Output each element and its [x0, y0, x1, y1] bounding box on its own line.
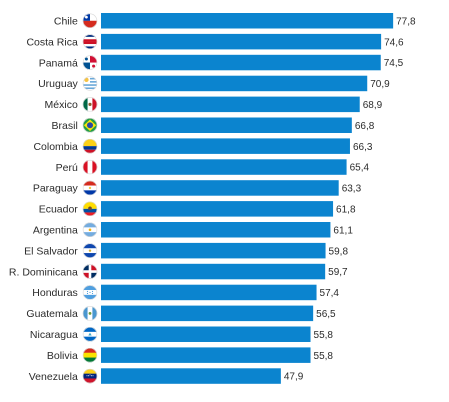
category-label-ecuador: Ecuador — [39, 204, 79, 216]
panama-flag-icon — [82, 55, 98, 70]
category-label-bolivia: Bolivia — [47, 350, 78, 362]
bar-honduras — [101, 284, 317, 301]
uruguay-flag-icon — [82, 76, 98, 91]
category-label-guatemala: Guatemala — [26, 308, 78, 320]
bar-colombia — [101, 138, 350, 154]
mexico-flag-icon — [82, 97, 98, 112]
category-label-chile: Chile — [54, 15, 78, 27]
paraguay-flag-icon — [82, 180, 98, 196]
category-label-venezuela: Venezuela — [29, 371, 78, 383]
bar-uruguay — [101, 75, 368, 92]
bar-el-salvador — [101, 242, 326, 259]
bar-panama — [101, 54, 381, 71]
value-label-nicaragua: 55,8 — [314, 330, 334, 341]
bar-nicaragua — [101, 326, 311, 342]
guatemala-flag-icon — [82, 306, 98, 321]
bar-ecuador — [101, 201, 334, 217]
value-label-brasil: 66,8 — [355, 121, 375, 132]
value-label-guatemala: 56,5 — [316, 309, 336, 320]
value-label-r-dominicana: 59,7 — [328, 267, 348, 278]
bar-mexico — [101, 96, 360, 113]
brasil-flag-icon — [82, 118, 98, 133]
bar-costa-rica — [101, 33, 382, 50]
value-label-paraguay: 63,3 — [342, 184, 362, 195]
bar-peru — [101, 159, 347, 175]
value-label-bolivia: 55,8 — [314, 351, 334, 362]
nicaragua-flag-icon — [82, 327, 98, 342]
category-label-el-salvador: El Salvador — [24, 245, 78, 257]
chile-flag-icon — [82, 13, 98, 28]
value-label-el-salvador: 59,8 — [329, 246, 349, 257]
category-label-paraguay: Paraguay — [33, 183, 79, 195]
value-label-colombia: 66,3 — [353, 142, 373, 153]
costa-rica-flag-icon — [82, 34, 98, 49]
category-label-argentina: Argentina — [33, 224, 78, 236]
bolivia-flag-icon — [82, 347, 98, 363]
ecuador-flag-icon — [82, 201, 98, 217]
bar-chile — [101, 13, 394, 29]
value-label-mexico: 68,9 — [363, 100, 383, 111]
bar-paraguay — [101, 180, 339, 196]
category-label-honduras: Honduras — [32, 287, 78, 299]
bar-guatemala — [101, 305, 314, 322]
value-label-ecuador: 61,8 — [336, 204, 356, 215]
value-label-costa-rica: 74,6 — [384, 37, 404, 48]
category-label-mexico: México — [45, 99, 78, 111]
bar-r-dominicana — [101, 263, 326, 280]
bar-bolivia — [101, 347, 311, 363]
r-dominicana-flag-icon — [82, 264, 98, 279]
category-label-colombia: Colombia — [33, 141, 78, 153]
value-label-argentina: 61,1 — [333, 225, 353, 236]
colombia-flag-icon — [82, 138, 98, 154]
category-label-peru: Perú — [56, 162, 78, 174]
value-label-uruguay: 70,9 — [370, 79, 390, 90]
el-salvador-flag-icon — [82, 243, 98, 258]
bar-venezuela — [101, 368, 281, 384]
venezuela-flag-icon — [82, 368, 98, 384]
peru-flag-icon — [82, 159, 98, 175]
value-label-panama: 74,5 — [384, 58, 404, 69]
category-label-panama: Panamá — [39, 57, 78, 69]
value-label-honduras: 57,4 — [320, 288, 340, 299]
category-label-costa-rica: Costa Rica — [26, 36, 78, 48]
bar-brasil — [101, 117, 352, 133]
category-label-nicaragua: Nicaragua — [30, 329, 78, 341]
category-label-r-dominicana: R. Dominicana — [9, 266, 78, 278]
value-label-venezuela: 47,9 — [284, 372, 304, 383]
honduras-flag-icon — [82, 285, 98, 300]
category-label-brasil: Brasil — [52, 120, 78, 132]
bar-argentina — [101, 222, 331, 238]
value-label-chile: 77,8 — [396, 16, 416, 27]
value-label-peru: 65,4 — [350, 163, 370, 174]
category-label-uruguay: Uruguay — [38, 78, 78, 90]
argentina-flag-icon — [82, 222, 98, 237]
